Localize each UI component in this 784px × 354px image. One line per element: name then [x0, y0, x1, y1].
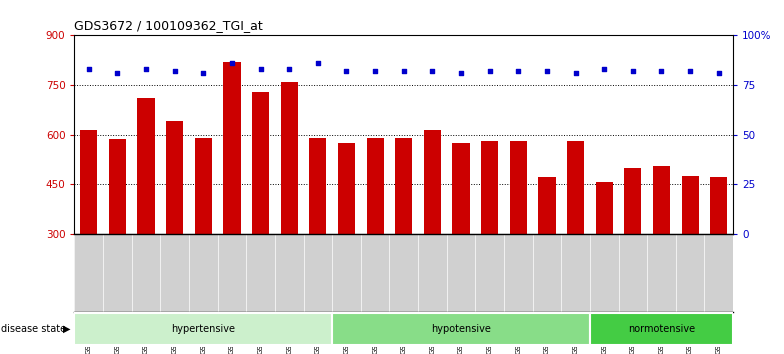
Point	[569, 70, 582, 76]
Point	[512, 68, 524, 74]
Bar	[281, 82, 298, 234]
Bar	[223, 62, 241, 234]
Bar	[481, 141, 499, 234]
Point	[197, 70, 209, 76]
Text: ▶: ▶	[63, 324, 71, 333]
Bar	[567, 141, 584, 234]
Bar	[74, 313, 332, 345]
Bar	[338, 143, 355, 234]
Point	[426, 68, 439, 74]
Bar	[137, 98, 154, 234]
Point	[140, 66, 152, 72]
Bar	[109, 139, 126, 234]
Bar	[710, 177, 728, 234]
Bar	[166, 121, 183, 234]
Point	[82, 66, 95, 72]
Point	[655, 68, 668, 74]
Point	[684, 68, 696, 74]
Bar	[539, 177, 556, 234]
Point	[368, 68, 381, 74]
Point	[598, 66, 611, 72]
Point	[541, 68, 554, 74]
Point	[713, 70, 725, 76]
Bar	[424, 130, 441, 234]
Point	[111, 70, 124, 76]
Bar	[367, 138, 383, 234]
Text: hypertensive: hypertensive	[172, 324, 235, 333]
Point	[254, 66, 267, 72]
Point	[397, 68, 410, 74]
Bar	[80, 130, 97, 234]
Bar	[194, 138, 212, 234]
Bar	[653, 166, 670, 234]
Point	[283, 66, 296, 72]
Bar	[596, 182, 613, 234]
Bar	[309, 138, 326, 234]
Bar	[590, 313, 733, 345]
Point	[455, 70, 467, 76]
Bar	[252, 92, 269, 234]
Bar	[510, 141, 527, 234]
Bar	[681, 176, 699, 234]
Point	[226, 60, 238, 66]
Text: GDS3672 / 100109362_TGI_at: GDS3672 / 100109362_TGI_at	[74, 19, 263, 32]
Text: disease state: disease state	[1, 324, 66, 333]
Text: normotensive: normotensive	[628, 324, 695, 333]
Bar	[395, 138, 412, 234]
Point	[169, 68, 181, 74]
Point	[626, 68, 639, 74]
Point	[340, 68, 353, 74]
Bar	[332, 313, 590, 345]
Point	[484, 68, 496, 74]
Bar	[452, 143, 470, 234]
Text: hypotensive: hypotensive	[431, 324, 491, 333]
Bar	[624, 167, 641, 234]
Point	[311, 60, 324, 66]
